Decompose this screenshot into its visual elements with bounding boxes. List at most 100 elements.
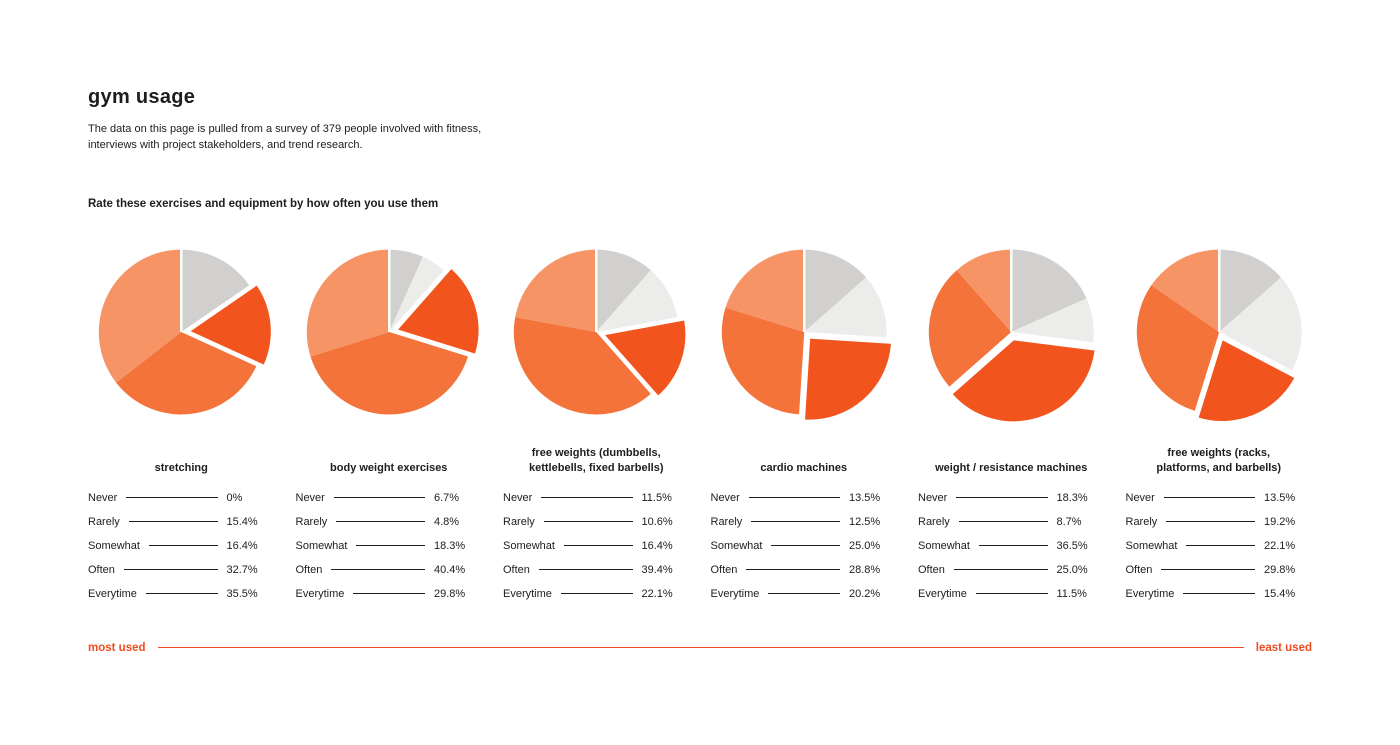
- chart-stats: Never 18.3% Rarely 8.7% Somewhat 36.5% Often 25…: [918, 486, 1105, 606]
- stat-value: 16.4%: [641, 539, 673, 552]
- chart-title: weight / resistance machines: [935, 462, 1088, 475]
- leader-line: [1161, 569, 1255, 571]
- stat-label: Rarely: [295, 515, 328, 528]
- stat-label: Rarely: [710, 515, 743, 528]
- stat-value: 36.5%: [1056, 539, 1088, 552]
- stat-value: 28.8%: [849, 563, 881, 576]
- stat-value: 15.4%: [226, 515, 258, 528]
- pie-slice-somewhat: [187, 283, 273, 367]
- leader-line: [563, 545, 633, 547]
- stat-value: 11.5%: [641, 491, 672, 504]
- stat-label: Often: [918, 563, 945, 576]
- chart-stats: Never 0% Rarely 15.4% Somewhat 16.4% Often 32.7…: [88, 486, 275, 606]
- stat-row: Rarely 15.4%: [88, 510, 275, 534]
- stat-label: Rarely: [88, 515, 120, 528]
- chart-cell: free weights (racks, platforms, and barb…: [1126, 244, 1313, 606]
- stat-row: Rarely 8.7%: [918, 510, 1105, 534]
- gym-usage-page: gym usage The data on this page is pulle…: [88, 86, 1313, 654]
- stat-value: 35.5%: [226, 587, 258, 600]
- pie-slice-often: [513, 316, 651, 415]
- stat-label: Never: [918, 491, 948, 504]
- chart-cell: weight / resistance machines Never 18.3% R…: [918, 244, 1105, 606]
- stat-value: 8.7%: [1056, 515, 1082, 528]
- pie-chart-container: [918, 244, 1105, 424]
- leader-line: [958, 521, 1048, 523]
- pie-slice-rarely: [803, 277, 887, 338]
- pie-slice-often: [1136, 285, 1219, 411]
- pie-slice-everytime: [1150, 249, 1219, 332]
- leader-line: [126, 497, 218, 499]
- chart-cell: cardio machines Never 13.5% Rarely 12.5% Som…: [711, 244, 898, 606]
- stat-row: Everytime 11.5%: [918, 582, 1105, 606]
- pie-slice-never: [803, 249, 866, 332]
- stat-label: Rarely: [503, 515, 535, 528]
- stat-row: Somewhat 25.0%: [711, 534, 898, 558]
- stat-row: Never 18.3%: [918, 486, 1105, 510]
- stat-label: Never: [503, 491, 533, 504]
- stat-label: Often: [1125, 563, 1153, 576]
- leader-line: [978, 545, 1048, 547]
- pie-chart-container: [711, 244, 898, 424]
- stat-value: 29.8%: [434, 587, 466, 600]
- pie-slice-often: [928, 270, 1012, 387]
- stat-value: 32.7%: [226, 563, 258, 576]
- footer: most used least used: [88, 642, 1312, 654]
- stat-value: 10.6%: [641, 515, 673, 528]
- chart-stats: Never 11.5% Rarely 10.6% Somewhat 16.4% Often 3…: [503, 486, 690, 606]
- leader-line: [956, 497, 1048, 499]
- stat-row: Never 13.5%: [1126, 486, 1313, 510]
- pie-chart: [513, 248, 687, 415]
- leader-line: [148, 545, 218, 547]
- leader-line: [543, 521, 633, 523]
- stat-label: Somewhat: [88, 539, 140, 552]
- pie-slice-everytime: [515, 249, 597, 332]
- pie-slice-rarely: [596, 270, 678, 332]
- leader-line: [356, 545, 425, 547]
- pie-slice-somewhat: [950, 338, 1097, 423]
- pie-slice-never: [596, 249, 651, 332]
- chart-cell: free weights (dumbbells, kettlebells, fi…: [503, 244, 690, 606]
- stat-row: Everytime 15.4%: [1126, 582, 1313, 606]
- leader-line: [560, 593, 633, 595]
- stat-row: Somewhat 16.4%: [88, 534, 275, 558]
- chart-title: free weights (racks, platforms, and barb…: [1156, 447, 1282, 475]
- leader-line: [1183, 593, 1255, 595]
- stat-label: Somewhat: [710, 539, 763, 552]
- stat-label: Often: [503, 563, 530, 576]
- stat-row: Somewhat 36.5%: [918, 534, 1105, 558]
- chart-stats: Never 13.5% Rarely 12.5% Somewhat 25.0% Often 2…: [711, 486, 898, 606]
- stat-row: Never 13.5%: [711, 486, 898, 510]
- stat-row: Somewhat 18.3%: [296, 534, 483, 558]
- stat-value: 0%: [226, 491, 243, 504]
- pie-chart-container: [1126, 244, 1313, 424]
- intro-text: The data on this page is pulled from a s…: [88, 123, 482, 151]
- leader-line: [748, 497, 840, 499]
- stat-row: Rarely 4.8%: [296, 510, 483, 534]
- stat-row: Rarely 12.5%: [711, 510, 898, 534]
- stat-label: Never: [1125, 491, 1155, 504]
- stat-value: 18.3%: [434, 539, 466, 552]
- leader-line: [541, 497, 633, 499]
- pie-slice-never: [1011, 249, 1087, 332]
- most-used-label: most used: [88, 641, 146, 654]
- usage-scale-line: [157, 647, 1244, 649]
- pie-slice-somewhat: [802, 337, 893, 421]
- stat-value: 15.4%: [1264, 587, 1296, 600]
- leader-line: [746, 569, 840, 571]
- stat-value: 19.2%: [1264, 515, 1296, 528]
- stat-row: Often 40.4%: [296, 558, 483, 582]
- stat-label: Often: [88, 563, 115, 576]
- page-title: gym usage: [88, 86, 196, 108]
- stat-row: Rarely 19.2%: [1126, 510, 1313, 534]
- stat-row: Somewhat 22.1%: [1126, 534, 1313, 558]
- survey-question: Rate these exercises and equipment by ho…: [88, 197, 439, 210]
- chart-cell: body weight exercises Never 6.7% Rarely 4.8…: [296, 244, 483, 606]
- pie-slice-everytime: [306, 249, 389, 357]
- stat-label: Everytime: [710, 587, 760, 600]
- stat-value: 4.8%: [434, 515, 460, 528]
- leader-line: [1163, 497, 1255, 499]
- pie-chart: [928, 248, 1097, 423]
- pie-slice-somewhat: [395, 266, 480, 356]
- pie-slice-somewhat: [1196, 338, 1296, 423]
- chart-stats: Never 13.5% Rarely 19.2% Somewhat 22.1% Often 2…: [1126, 486, 1313, 606]
